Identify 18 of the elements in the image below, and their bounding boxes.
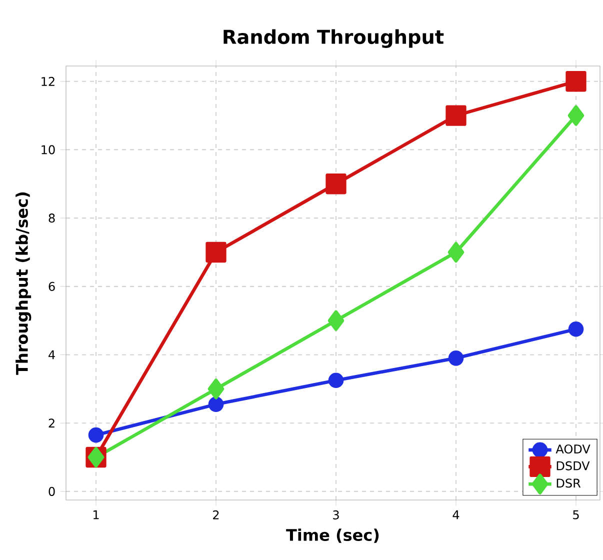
x-tick-label: 1	[94, 510, 99, 520]
legend-label: DSR	[556, 478, 581, 488]
y-tick-label: 4	[48, 350, 55, 360]
y-axis-title: Throughput (kb/sec)	[16, 192, 32, 375]
legend-label: DSDV	[556, 461, 590, 470]
y-tick-label: 0	[48, 486, 55, 496]
y-tick-label: 2	[48, 418, 54, 428]
x-axis-title: Time (sec)	[286, 528, 379, 543]
y-tick-label: 12	[42, 76, 54, 86]
y-tick-label: 8	[48, 214, 55, 223]
y-tick-label: 10	[42, 145, 55, 154]
x-tick-label: 3	[333, 510, 339, 520]
legend-label: AODV	[556, 444, 590, 454]
y-tick-label: 6	[48, 282, 55, 291]
x-tick-label: 2	[213, 510, 219, 520]
x-tick-label: 4	[452, 510, 460, 520]
x-tick-label: 5	[573, 510, 579, 520]
chart-title: Random Throughput	[224, 29, 444, 48]
